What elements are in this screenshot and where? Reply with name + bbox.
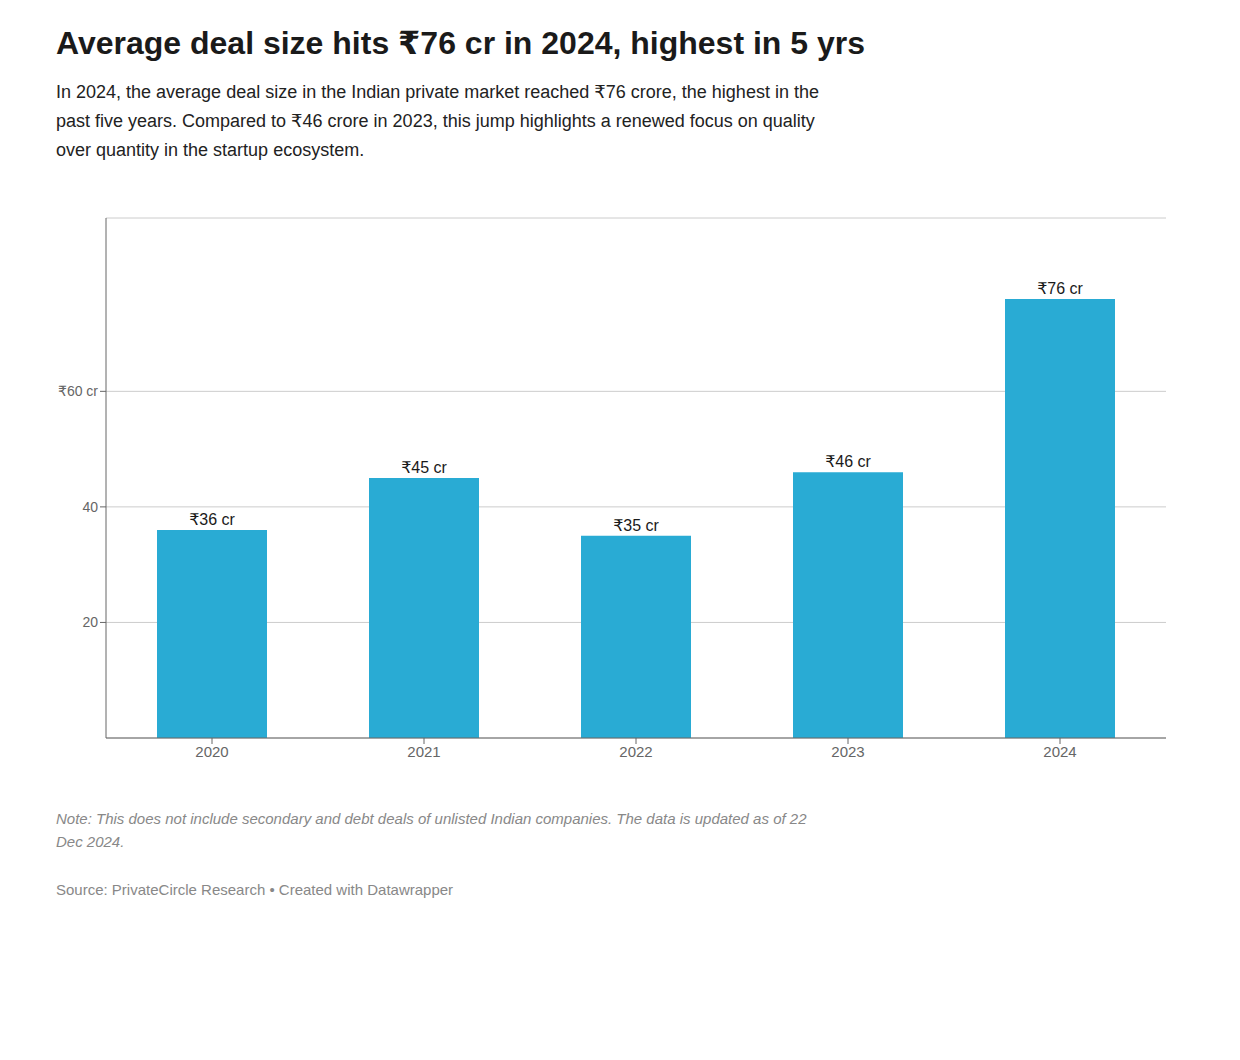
svg-text:2024: 2024 [1043,743,1076,760]
svg-text:₹45 cr: ₹45 cr [401,459,447,476]
svg-text:2022: 2022 [619,743,652,760]
svg-text:₹35 cr: ₹35 cr [613,517,659,534]
svg-text:2023: 2023 [831,743,864,760]
svg-text:20: 20 [82,615,98,631]
svg-text:2021: 2021 [407,743,440,760]
svg-text:₹46 cr: ₹46 cr [825,454,871,471]
svg-text:2020: 2020 [195,743,228,760]
html-text:Source: PrivateCircle Research: Source: PrivateCircle Research • Created… [56,881,454,899]
html-text:Average deal size hits ₹76 cr: Average deal size hits ₹76 cr in 2024, h… [56,25,865,61]
svg-text:₹60 cr: ₹60 cr [58,384,98,400]
html-text:In 2024, the average deal size: In 2024, the average deal size in the In… [56,82,819,160]
html-text:Note: This does not include se: Note: This does not include secondary an… [56,810,807,850]
svg-text:₹36 cr: ₹36 cr [189,511,235,528]
svg-text:₹76 cr: ₹76 cr [1037,280,1083,297]
svg-text:40: 40 [82,499,98,515]
